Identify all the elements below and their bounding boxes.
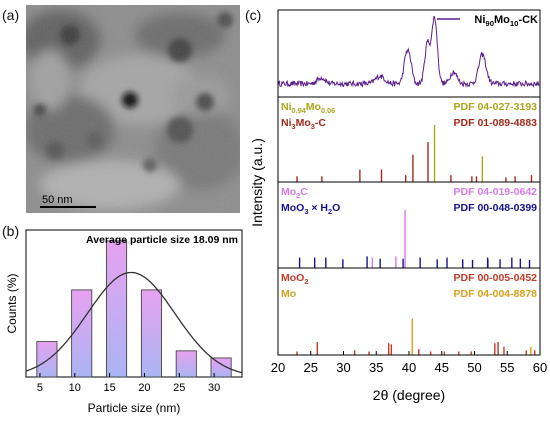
reference-name-part: 2 [296,191,300,200]
xrd-experimental-line [278,15,540,88]
xrd-pattern-group [278,15,540,88]
reference-pdf: PDF 04-027-3193 [454,101,538,113]
reference-name-part: 3 [292,122,296,131]
panel-b-label: (b) [2,223,19,239]
y-axis-label: Counts (%) [5,273,19,333]
reference-name-part: 3 [304,207,308,216]
x-tick-label: 55 [500,360,514,375]
x-axis-label: 2θ (degree) [373,387,445,403]
x-tick-label: 15 [103,382,115,394]
reference-name-part: Mo [296,117,311,129]
reference-name-part: 0.06 [321,106,335,115]
reference-name-part: MoO [281,202,304,214]
reference-name-part: 2 [304,277,308,286]
reference-name: MoO2 [281,272,308,286]
reference-name-part: MoO [281,272,304,284]
reference-pdf: PDF 04-004-8878 [454,288,538,300]
histogram-bar [71,289,93,378]
legend-sample-label-part: 90 [485,19,494,28]
reference-pdf: PDF 00-005-0452 [454,272,538,284]
reference-name: Ni3Mo3-C [281,117,326,131]
x-tick-label: 60 [533,360,547,375]
x-tick-label: 10 [69,382,81,394]
legend-sample-label-part: Ni [474,14,485,26]
reference-name-part: 0.94 [292,106,307,115]
x-tick-label: 20 [271,360,285,375]
legend-sample-label-part: -CK [518,14,538,26]
x-tick-label: 40 [402,360,416,375]
reference-pdf: PDF 00-048-0399 [454,202,538,214]
histogram-bar [36,341,58,378]
reference-name-part: -C [315,117,326,129]
histogram-bar [210,357,232,378]
reference-name-part: Ni [281,117,292,129]
reference-name-part: 3 [311,122,315,131]
x-tick-label: 5 [37,382,43,394]
legend-sample-label: Ni90Mo10-CK [474,14,538,28]
reference-name-part: × H [308,202,328,214]
reference-name-part: Mo [306,101,321,113]
x-tick-label: 35 [369,360,383,375]
histogram-bar [106,240,128,378]
histogram-frame [25,229,243,378]
reference-name: Mo [281,288,296,300]
x-axis-label: Particle size (nm) [88,401,181,415]
x-tick-label: 30 [208,382,220,394]
gaussian-fit-curve [25,271,243,374]
scale-bar-text: 50 nm [42,194,73,206]
legend-sample-label-part: Mo [494,14,510,26]
histogram-bar [140,289,162,378]
reference-pdf: PDF 04-019-0642 [454,186,538,198]
x-tick-label: 50 [467,360,481,375]
x-tick-label: 20 [138,382,150,394]
reference-pdf: PDF 01-089-4883 [454,117,538,129]
reference-name-part: O [332,202,340,214]
histogram-bar [175,350,197,378]
x-tick-label: 45 [435,360,449,375]
reference-name-part: Mo [281,186,296,198]
x-tick-label: 30 [336,360,350,375]
reference-name: Mo2C [281,186,308,200]
panel-c-label: (c) [245,7,261,23]
x-tick-label: 25 [304,360,318,375]
reference-name: Ni0.94Mo0.06 [281,101,335,115]
panel-a-label: (a) [2,7,19,23]
average-size-annotation: Average particle size 18.09 nm [86,234,238,246]
reference-name: MoO3 × H2O [281,202,340,216]
legend-sample-label-part: 10 [510,19,519,28]
reference-name-part: Ni [281,101,292,113]
reference-name-part: C [300,186,308,198]
y-axis-label: Intensity (a.u.) [249,138,265,227]
histogram-chart: 5 10 15 20 25 30 Average particle size 18.09 n… [5,229,243,415]
tem-image [26,5,240,213]
reference-name-part: 2 [328,207,332,216]
x-tick-label: 25 [173,382,185,394]
reference-name-part: Mo [281,288,296,300]
